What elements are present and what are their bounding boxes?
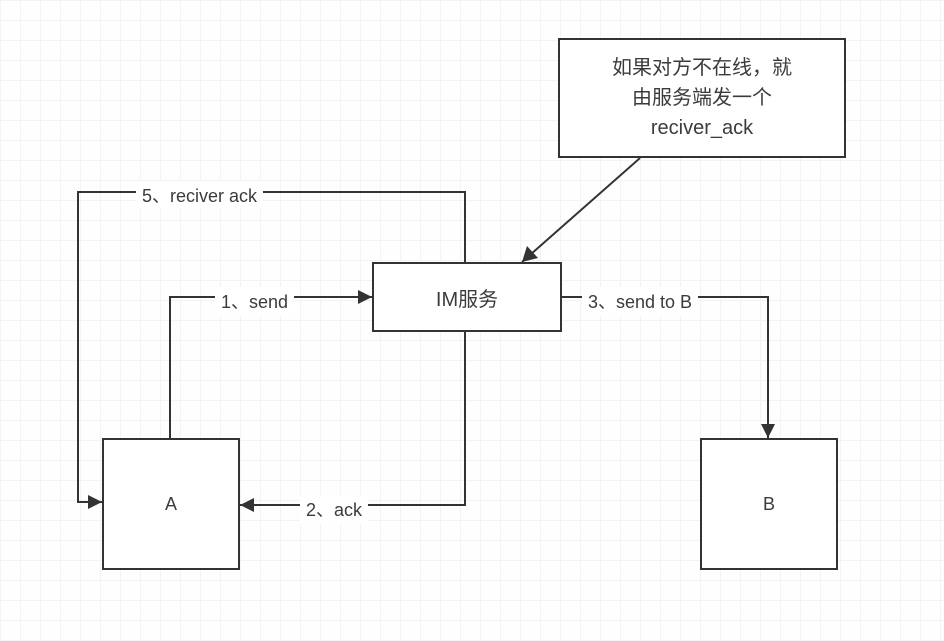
edge-3-arrow [761, 424, 775, 438]
edge-1-path [170, 297, 372, 438]
node-b-label: B [763, 494, 775, 515]
edge-3-path [562, 297, 768, 438]
node-a: A [102, 438, 240, 570]
node-im-label: IM服务 [436, 283, 498, 312]
edge-note-path [522, 158, 640, 262]
note-box: 如果对方不在线，就 由服务端发一个 reciver_ack [558, 38, 846, 158]
node-im: IM服务 [372, 262, 562, 332]
edge-note-arrow [522, 246, 538, 262]
edge-2-label: 2、ack [300, 495, 368, 523]
edge-5-label: 5、reciver ack [136, 181, 263, 209]
edge-1-arrow [358, 290, 372, 304]
edge-1-label: 1、send [215, 287, 294, 315]
edge-2-arrow [240, 498, 254, 512]
edge-2-path [240, 332, 465, 505]
node-a-label: A [165, 494, 177, 515]
note-text: 如果对方不在线，就 由服务端发一个 reciver_ack [612, 53, 792, 143]
edge-3-label: 3、send to B [582, 287, 698, 315]
node-b: B [700, 438, 838, 570]
edge-5-arrow [88, 495, 102, 509]
